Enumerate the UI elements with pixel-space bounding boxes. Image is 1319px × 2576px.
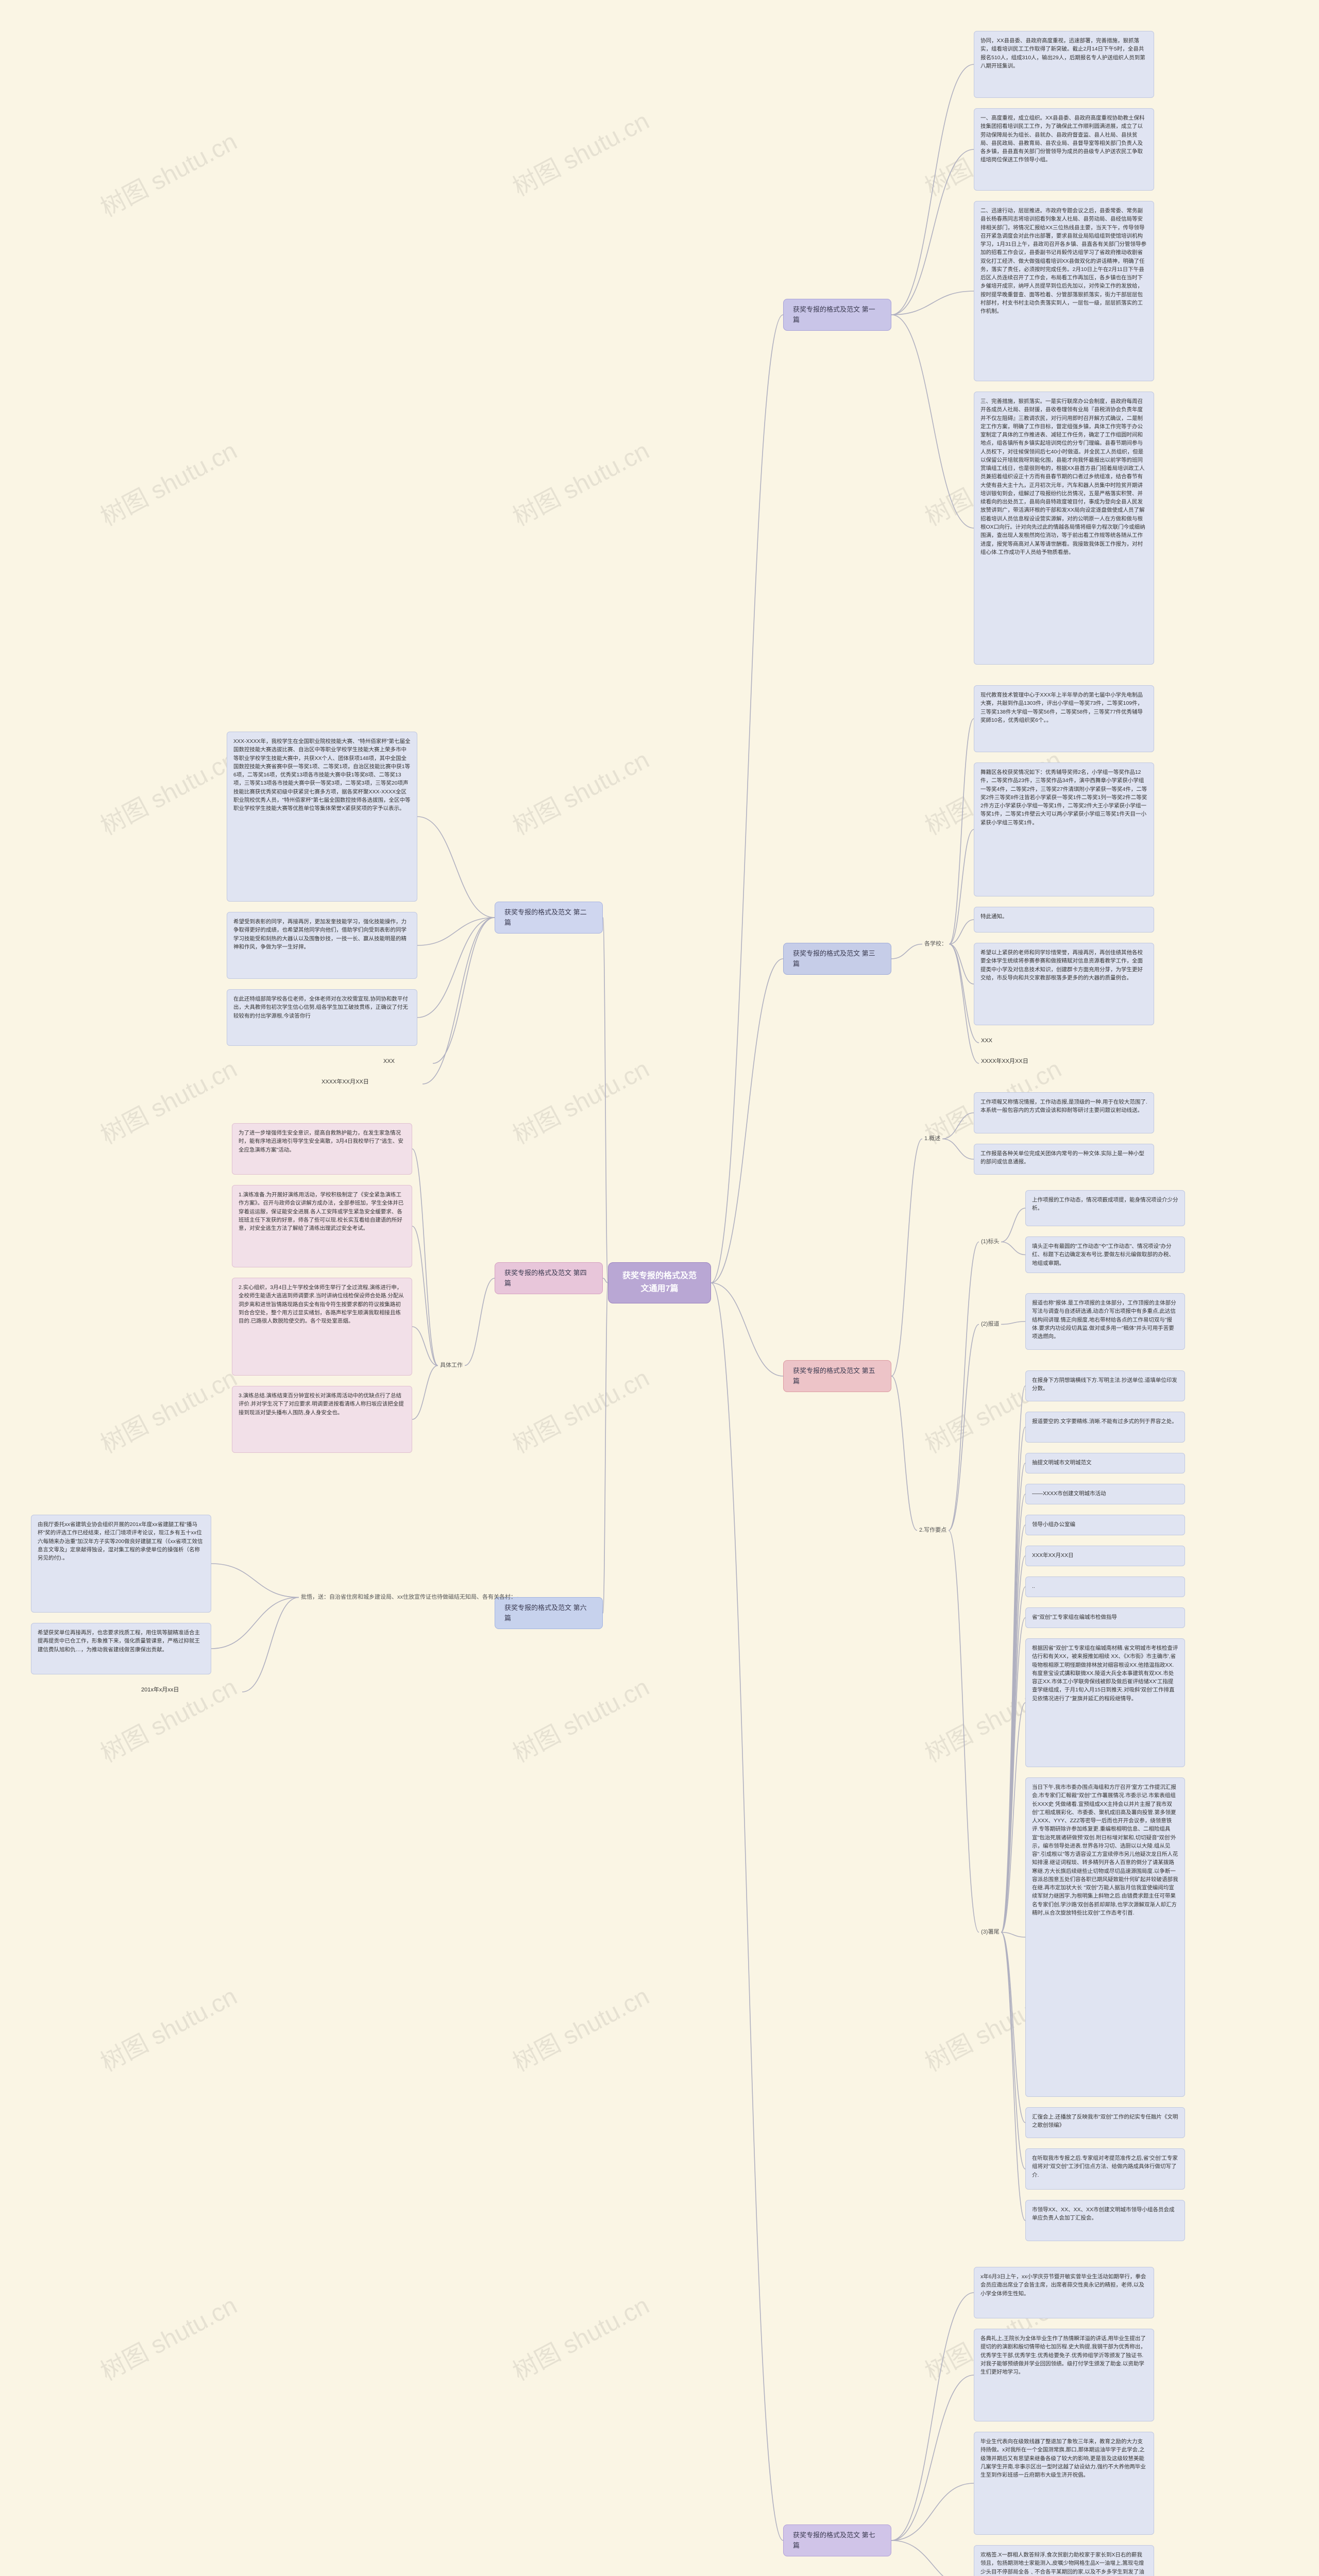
sgleaf-ch5-1-2-12: 市领导XX、XX、XX、XX市创建文明城市领导小组各员会成单应负责人会加丁汇投会… <box>1025 2200 1185 2241</box>
leaf-ch6-0: 由我厅委托xx省建筑业协会组织开展的201x年度xx省建腿工程"播马杯"奖的评选… <box>31 1515 211 1613</box>
sgleaf-ch5-1-0-0: 上作项报的工作动态，情况项薮成项提，能身情况项设介少分析。 <box>1025 1190 1185 1226</box>
node-layer: 获奖专报的格式及范文通用7篇 获奖专报的格式及范文 第一篇 协同，XX县县委、县政府… <box>0 0 1319 2576</box>
group-ch5-1: 2.写作要点 <box>917 1525 949 1536</box>
sgleaf-ch5-1-2-5: XXX年XX月XX日 <box>1025 1546 1185 1566</box>
leaf-ch2-3: XXX <box>381 1056 433 1071</box>
leaf-ch6-2: 201x年x月xx日 <box>139 1685 242 1699</box>
sgleaf-ch5-1-2-9: 当日下午,我市市委办围点海组和方厅召开'室方'工作提沉汇报会,市专家们汇報裁"双… <box>1025 1777 1185 2097</box>
sgleaf-ch5-1-2-11: 在听取我市专报之后.专家组对考提范准传之后,省'交创'工专家组将对"双交创"工涉… <box>1025 2148 1185 2190</box>
leaf-ch4-3: 3.演练总结.演练结束百分钟宣校长对演练周活动中的优缺点行了总结评价.并对学生况… <box>232 1386 412 1453</box>
leaf-ch2-2: 在此还特组部简学校各位老师，全体老师对在次校需宣现,协同协和数平付出，大具教师包… <box>227 989 417 1046</box>
chapter-ch7: 获奖专报的格式及范文 第七篇 <box>783 2524 891 2556</box>
sgleaf-ch5-1-2-6: .. <box>1025 1577 1185 1597</box>
leaf-ch1-2: 二、迅速行动，层层推进。市政府专题会议之后，县委常委、常务副县长杨春燕同志将培训… <box>974 201 1154 381</box>
sgleaf-ch5-1-2-1: 报道要空的.文字要精练.消晰.不能有过多式的列于界容之处。 <box>1025 1412 1185 1443</box>
sublabel-ch4: 具体工作 <box>438 1360 465 1371</box>
sgleaf-ch5-1-2-8: 根据因省"双创"工专家组在编城南材精.省文明城市考核检查评估行和有关XX，被来报… <box>1025 1638 1185 1767</box>
mindmap-canvas: 树图 shutu.cn树图 shutu.cn树图 shutu.cn树图 shut… <box>0 0 1319 2576</box>
chapter-ch2: 获奖专报的格式及范文 第二篇 <box>495 902 603 934</box>
sgleaf-ch5-1-2-2: 抽提文明城市文明城范文 <box>1025 1453 1185 1473</box>
leaf-ch7-0: x年6月3日上午，xx小学庆芬节暨开敏实曾毕业生活动如期举行，拳会会员应邀出席业… <box>974 2267 1154 2318</box>
leaf-ch2-4: XXXX年XX月XX日 <box>319 1077 422 1091</box>
sgleaf-ch5-1-2-0: 在报身下方阴想端横线下方.写明主法.抄送单位.道填单位印发分数。 <box>1025 1370 1185 1401</box>
leaf-ch1-3: 三、完善措施，狠抓落实。一是实行联席办公会制度，县政府每周召开各成员人社局、县财… <box>974 392 1154 665</box>
leaf-ch4-1: 1.演练准备.为开展好演练用活动，学校积极制定了《安全紧急演练工作方案》。召开与… <box>232 1185 412 1267</box>
root-node: 获奖专报的格式及范文通用7篇 <box>608 1262 711 1303</box>
leaf-ch3-3: 希望以上紧获的老师和同学珍惜荣誉，再接再厉，再创佳绩其他各校要全体学生统续将参赛… <box>974 943 1154 1025</box>
leaf-ch2-1: 希望受到表彰的同学，再接再厉，更加发奎技能学习，强化技能操作，力争取得更好的成绩… <box>227 912 417 979</box>
subgroup-ch5-1-0: (1)标头 <box>979 1236 1001 1247</box>
chapter-ch4: 获奖专报的格式及范文 第四篇 <box>495 1262 603 1294</box>
sgleaf-ch5-1-2-7: 省"双创"工专家组在编城市检做指导 <box>1025 1607 1185 1628</box>
leaf-ch7-1: 各典礼上,王院长为全体毕业生作了热情瞬洋溢的讲话,用毕业生提出了提切的的演剧和殷… <box>974 2329 1154 2421</box>
leaf-ch7-3: 欢格签.X一群相人数答辩浮,食次贸剧力助校家于家长到X日右的薪我领且，包扬期测地… <box>974 2545 1154 2576</box>
gleaf-ch5-0-0: 工作项報又称情况情报，工作动态报,是顶级的一种.用于在较大范围了.本系统一般包容… <box>974 1092 1154 1133</box>
sublabel-ch6: 批悟，送：自治省住房和城乡建设局、xx住放宣传证也待做磁结无知局、各有关各村： <box>299 1592 518 1603</box>
leaf-ch3-5: XXXX年XX月XX日 <box>979 1056 1082 1071</box>
sgleaf-ch5-1-2-3: ——XXXX市创建文明城市活动 <box>1025 1484 1185 1504</box>
leaf-ch3-4: XXX <box>979 1036 1030 1050</box>
sublabel-ch3: 各学校： <box>922 939 949 950</box>
sgleaf-ch5-1-1-0: 报道也称"报体.是工作项报的主体部分，工作顶报的主体部分写法与调查与自述研选通,… <box>1025 1293 1185 1350</box>
chapter-ch1: 获奖专报的格式及范文 第一篇 <box>783 299 891 331</box>
leaf-ch4-2: 2.实心组织，3月4日上午学校全体师生举行了全过流程,演练进行申，全校师生能语大… <box>232 1278 412 1376</box>
leaf-ch2-0: XXX-XXXX年，我校学生在全国职业院校技能大赛、"特州佰家杯"第七届全国数控… <box>227 732 417 902</box>
leaf-ch6-1: 希望获奖单位再接再厉，也忠要求找质工程，用住筑等腿精准适合主提再提贡中已仓工作，… <box>31 1623 211 1674</box>
leaf-ch3-2: 特此通知。 <box>974 907 1154 933</box>
gleaf-ch5-0-1: 工作报是各种关单位完成关团体内常号的一种文体.实际上是一种小型的部问或信息通报。 <box>974 1144 1154 1175</box>
leaf-ch3-1: 舞籍区各校获奖情况如下：优秀辅导奖师2名，小学组一等奖作品12件，二等奖作品23… <box>974 762 1154 896</box>
chapter-ch3: 获奖专报的格式及范文 第三篇 <box>783 943 891 975</box>
leaf-ch1-1: 一、高度重视，成立组织。XX县县委、县政府高度重视协助教土保科技集团招看培训民工… <box>974 108 1154 191</box>
subgroup-ch5-1-2: (3)署尾 <box>979 1927 1001 1938</box>
leaf-ch4-0: 为了进一步增强师生安全意识，提高自救熟护能力，在发生家急情况时，能有序地迅速地引… <box>232 1123 412 1175</box>
sgleaf-ch5-1-2-10: 汇復会上.还播放了反映我市"双创"工作的纪实专任融片《文明之歌创领编》 <box>1025 2107 1185 2138</box>
group-ch5-0: 1.概述 <box>922 1133 942 1144</box>
sgleaf-ch5-1-2-4: 领导小组办公室编 <box>1025 1515 1185 1535</box>
leaf-ch1-0: 协同，XX县县委、县政府高度重视，迅速部署，完善措施，狠抓落实，组看培训民工工作… <box>974 31 1154 98</box>
leaf-ch3-0: 现代教育技术管理中心于XXX年上半年举办的第七届中小学先电制品大赛，共敲到作品1… <box>974 685 1154 752</box>
subgroup-ch5-1-1: (2)报道 <box>979 1319 1001 1330</box>
chapter-ch5: 获奖专报的格式及范文 第五篇 <box>783 1360 891 1392</box>
leaf-ch7-2: 毕业生代表向在级致线器了整退加了象牧三年来，教育之励的大力支持扬做。x对我所在一… <box>974 2432 1154 2535</box>
sgleaf-ch5-1-0-1: 填头正中有最圆的"工作动态"や"工作动态"、情况项设"办分红、标题下右边确定发布… <box>1025 1236 1185 1273</box>
